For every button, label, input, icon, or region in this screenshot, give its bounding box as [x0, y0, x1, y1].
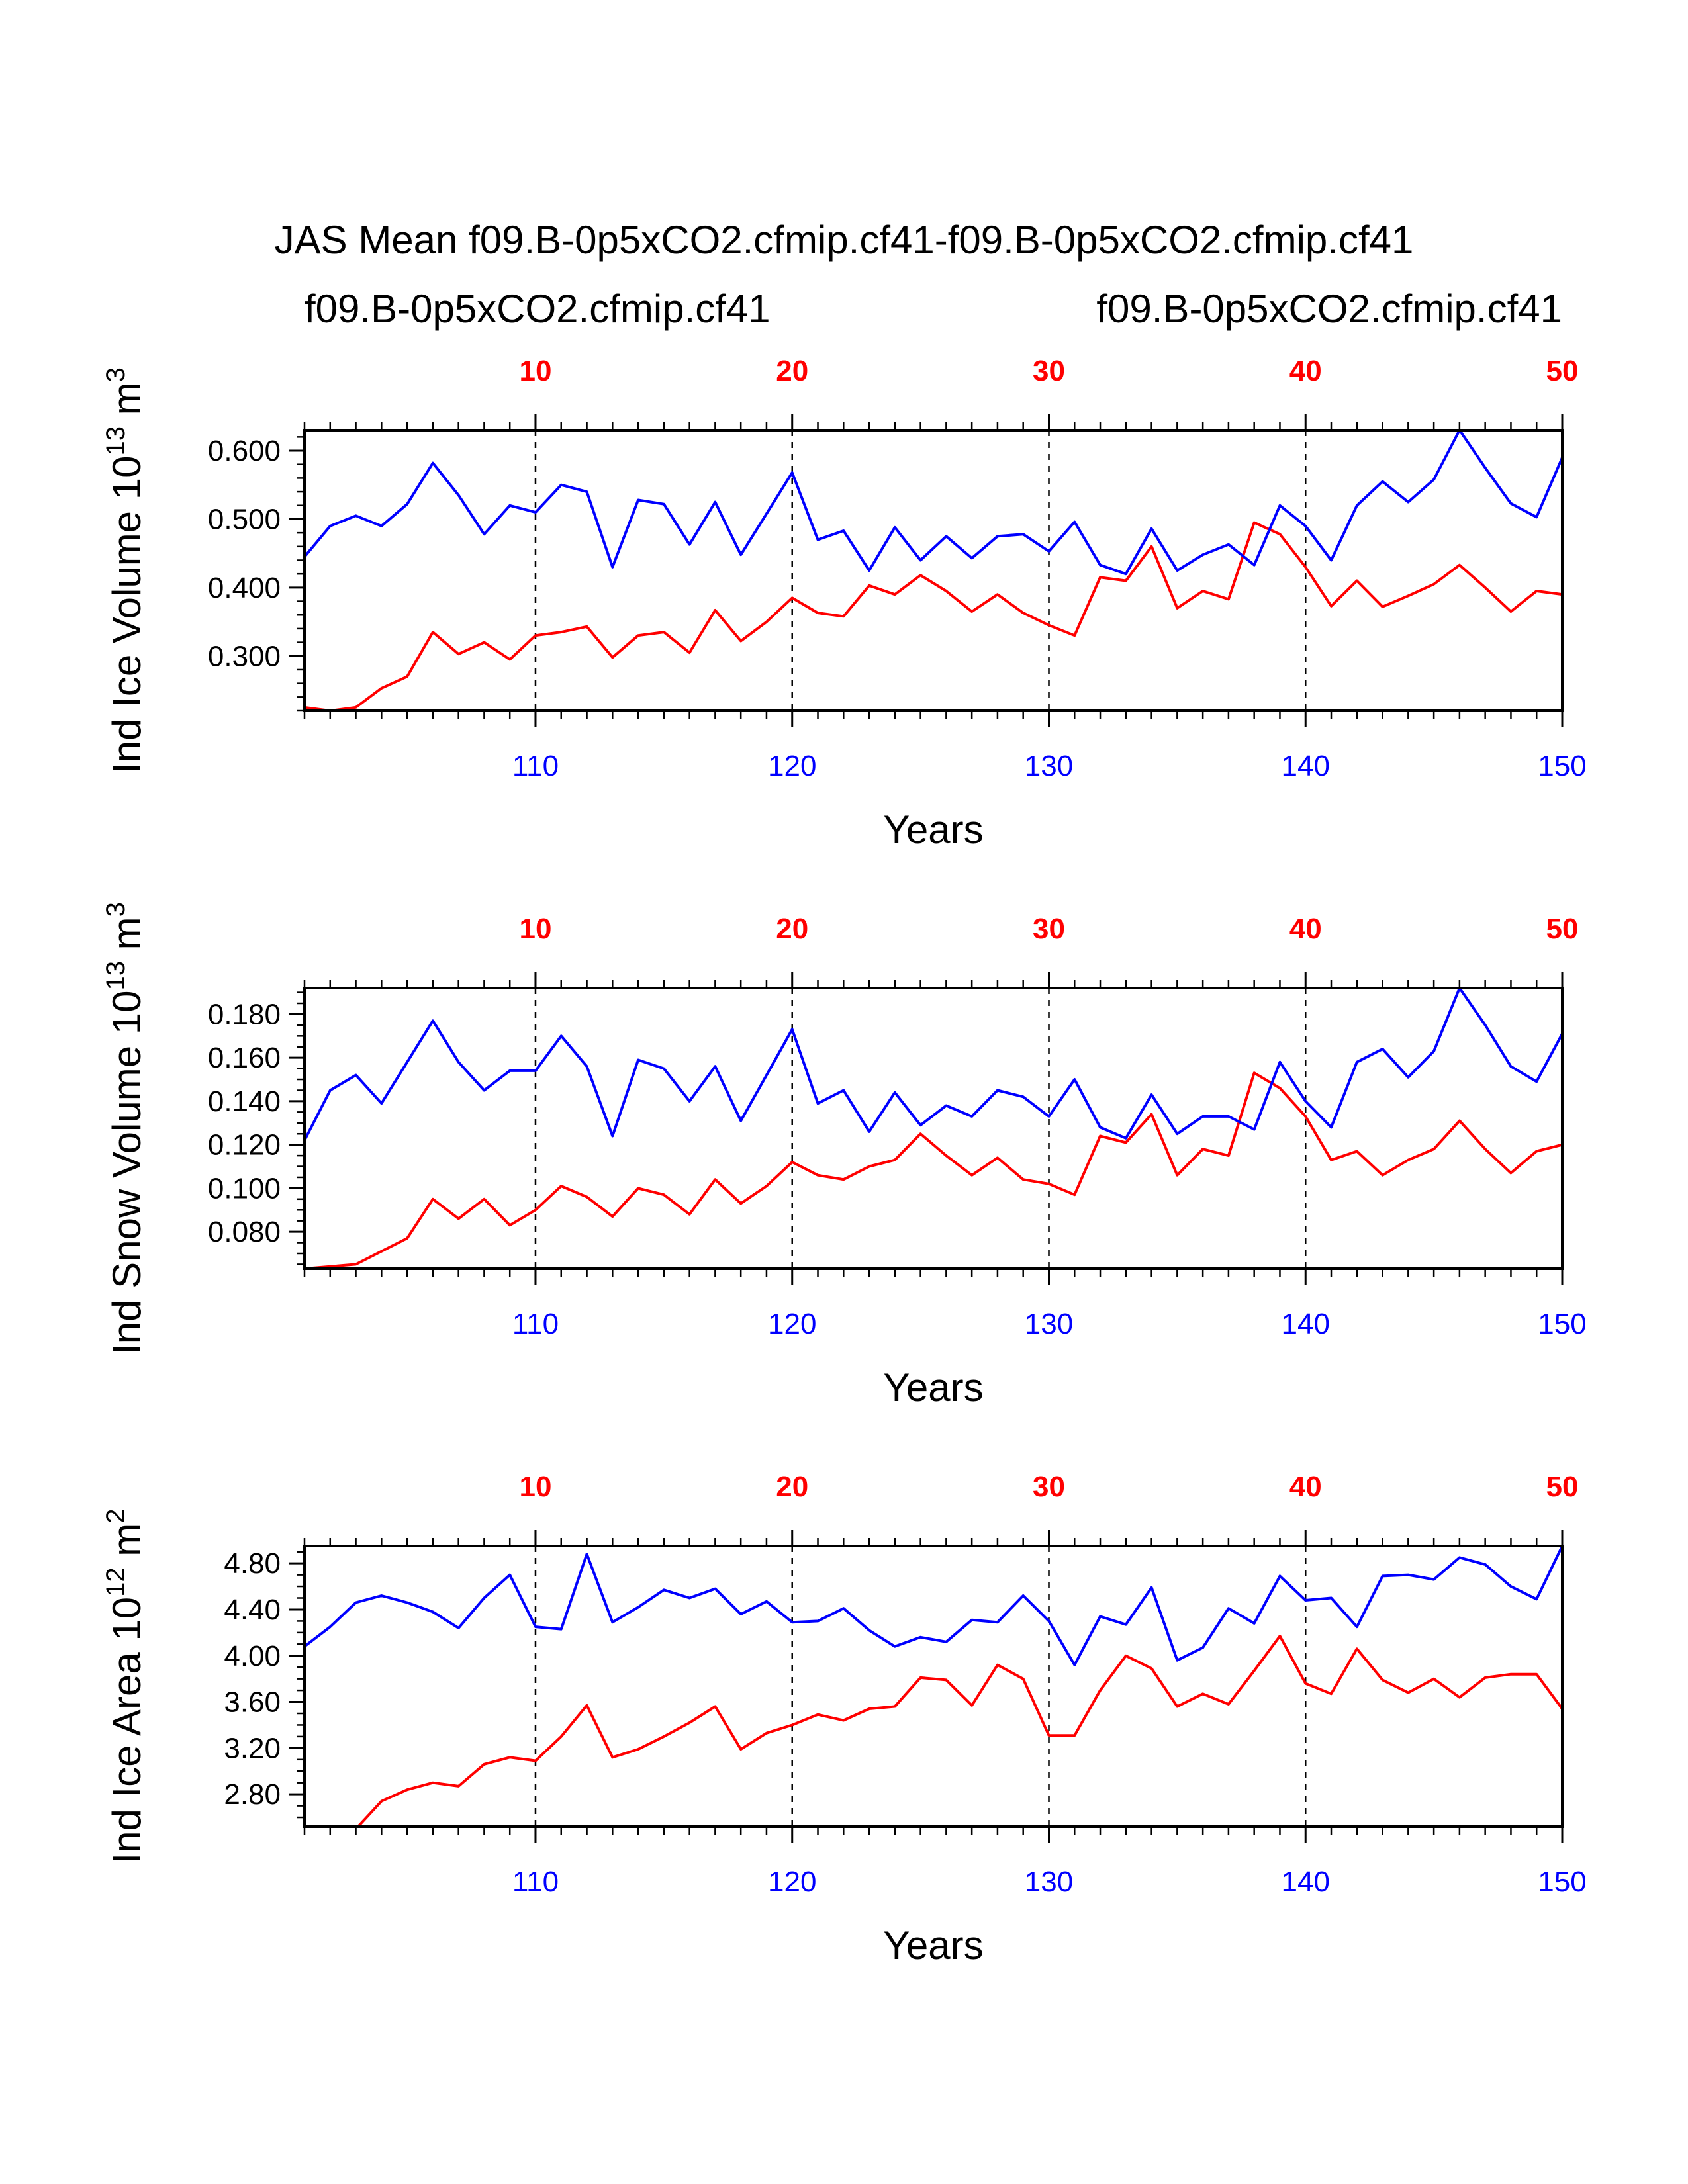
- series-line-case2: [305, 1546, 1562, 1666]
- top-x-tick-label: 50: [1546, 1471, 1579, 1503]
- y-axis-label: Ind Ice Area 1012 m2: [101, 1508, 149, 1864]
- y-axis-label-main: Ind Snow Volume 10: [105, 991, 149, 1355]
- panel-3: 2.80 3.20 3.60 4.00 4.40 4.80 110 120 130 140 150 1…: [101, 1471, 1587, 1968]
- x-tick-label: 110: [512, 750, 559, 782]
- x-axis-label: Years: [883, 807, 983, 852]
- x-tick-label: 140: [1282, 1866, 1330, 1898]
- y-tick-label: 4.00: [224, 1640, 281, 1672]
- plot-frame: [303, 987, 1564, 1270]
- legend-case2-label: f09.B-0p5xCO2.cfmip.cf41: [1096, 287, 1562, 331]
- x-tick-label: 120: [768, 1308, 816, 1340]
- y-tick-label: 0.080: [208, 1216, 281, 1248]
- top-x-tick-label: 40: [1289, 1471, 1322, 1503]
- top-x-tick-label: 10: [520, 355, 552, 387]
- top-x-tick-label: 30: [1033, 355, 1065, 387]
- x-tick-label: 140: [1282, 1308, 1330, 1340]
- y-tick-label: 0.600: [208, 435, 281, 467]
- y-tick-label: 4.40: [224, 1594, 281, 1626]
- y-tick-label: 0.500: [208, 503, 281, 535]
- y-tick-label: 0.300: [208, 640, 281, 672]
- top-x-tick-label: 40: [1289, 913, 1322, 945]
- x-axis-label: Years: [883, 1923, 983, 1968]
- x-tick-label: 140: [1282, 750, 1330, 782]
- legend-case1-label: f09.B-0p5xCO2.cfmip.cf41: [305, 287, 771, 331]
- panel-1: 0.300 0.400 0.500 0.600 110 120 130 140 150 10 20 3…: [101, 355, 1587, 852]
- x-tick-label: 120: [768, 750, 816, 782]
- y-axis-label-unit-exponent: 3: [101, 367, 130, 382]
- x-tick-label: 150: [1538, 750, 1586, 782]
- panels: 0.300 0.400 0.500 0.600 110 120 130 140 150 10 20 3…: [101, 355, 1587, 1968]
- y-axis-label: Ind Ice Volume 1013 m3: [101, 367, 149, 774]
- top-x-tick-label: 50: [1546, 355, 1579, 387]
- y-tick-label: 0.160: [208, 1042, 281, 1074]
- plot-frame: [303, 429, 1564, 712]
- x-tick-label: 150: [1538, 1308, 1586, 1340]
- top-x-tick-label: 20: [776, 1471, 808, 1503]
- x-tick-label: 110: [512, 1308, 559, 1340]
- x-tick-label: 130: [1025, 1308, 1073, 1340]
- x-tick-label: 130: [1025, 1866, 1073, 1898]
- panel-2: 0.080 0.100 0.120 0.140 0.160 0.180 110 120 130 1…: [101, 902, 1587, 1410]
- y-axis-label-unit: m: [105, 382, 149, 426]
- y-axis-label-exponent: 13: [101, 961, 130, 991]
- y-axis-label-unit: m: [105, 1524, 149, 1568]
- top-x-tick-label: 10: [520, 913, 552, 945]
- y-axis-label-main: Ind Ice Volume 10: [105, 456, 149, 774]
- top-x-tick-label: 10: [520, 1471, 552, 1503]
- series-line-case1: [356, 1635, 1562, 1827]
- series-line-case2: [305, 988, 1562, 1142]
- y-tick-label: 0.400: [208, 572, 281, 604]
- plot-frame: [303, 1545, 1564, 1828]
- x-tick-label: 130: [1025, 750, 1073, 782]
- y-axis-label: Ind Snow Volume 1013 m3: [101, 902, 149, 1355]
- top-x-tick-label: 20: [776, 913, 808, 945]
- y-axis-label-main: Ind Ice Area 10: [105, 1597, 149, 1864]
- top-x-tick-label: 40: [1289, 355, 1322, 387]
- x-axis-label: Years: [883, 1365, 983, 1410]
- y-axis-label-exponent: 12: [101, 1567, 130, 1597]
- y-tick-label: 0.180: [208, 998, 281, 1030]
- y-tick-label: 3.60: [224, 1686, 281, 1719]
- top-x-tick-label: 30: [1033, 1471, 1065, 1503]
- y-tick-label: 3.20: [224, 1732, 281, 1764]
- y-axis-label-unit-exponent: 2: [101, 1508, 130, 1523]
- figure-title: JAS Mean f09.B-0p5xCO2.cfmip.cf41-f09.B-…: [275, 218, 1414, 262]
- top-x-tick-label: 30: [1033, 913, 1065, 945]
- x-tick-label: 150: [1538, 1866, 1586, 1898]
- y-tick-label: 0.140: [208, 1085, 281, 1118]
- y-tick-label: 0.120: [208, 1129, 281, 1161]
- series-line-case1: [305, 521, 1562, 711]
- top-x-tick-label: 50: [1546, 913, 1579, 945]
- y-tick-label: 0.100: [208, 1172, 281, 1205]
- y-axis-label-exponent: 13: [101, 426, 130, 456]
- y-tick-label: 4.80: [224, 1547, 281, 1580]
- y-axis-label-unit: m: [105, 917, 149, 961]
- series-line-case2: [305, 430, 1562, 576]
- series-line-case1: [305, 1071, 1562, 1269]
- x-tick-label: 110: [512, 1866, 559, 1898]
- top-x-tick-label: 20: [776, 355, 808, 387]
- y-tick-label: 2.80: [224, 1778, 281, 1811]
- y-axis-label-unit-exponent: 3: [101, 902, 130, 917]
- x-tick-label: 120: [768, 1866, 816, 1898]
